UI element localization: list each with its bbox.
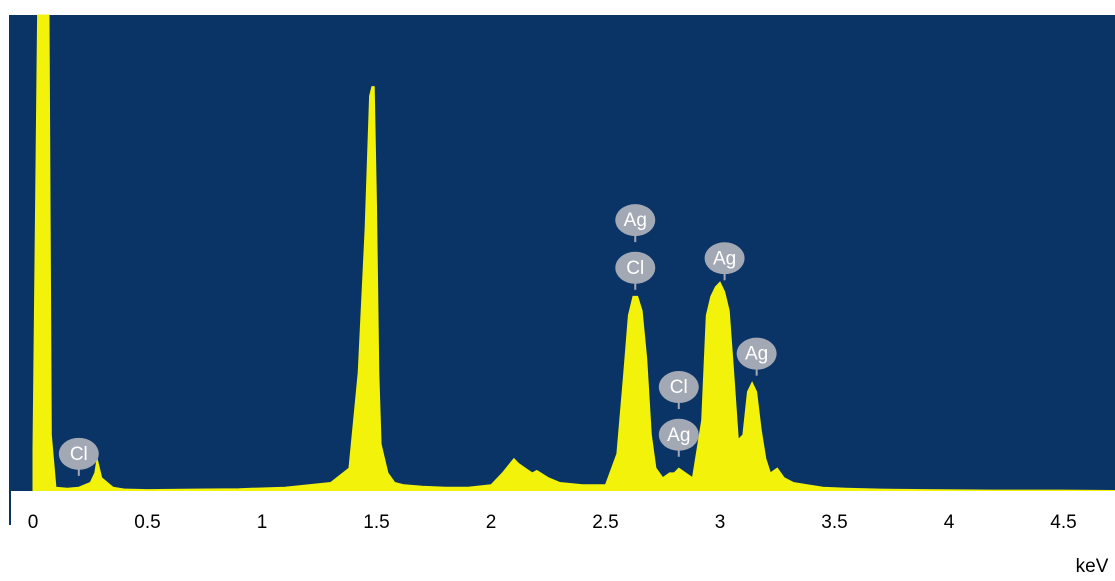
peak-label-cl: Cl [58,437,99,476]
x-tick-label: 1 [257,512,268,533]
plot-background [10,15,1115,492]
peak-label-ag: Ag [615,204,656,243]
spectrum-area [32,14,1115,493]
x-tick-label: 3 [715,512,726,533]
x-tick-label: 0.5 [134,512,160,533]
peak-label-cl: Cl [615,251,656,290]
peak-labels: Cl Ag Cl Cl Ag Ag Ag [58,204,777,476]
x-axis: 0 0.5 1 1.5 2 2.5 3 3.5 4 4.5 [9,15,1115,533]
peak-label-badge [658,371,699,404]
x-tick-label: 0 [28,512,39,533]
peak-label-ag: Ag [736,337,777,376]
peak-label-badge [658,418,699,451]
peak-label-badge [704,242,745,275]
peak-label-ag: Ag [704,242,745,281]
peak-label-text: Ag [713,248,736,269]
peak-label-badge [736,337,777,370]
peak-label-ag: Ag [658,418,699,457]
peak-label-badge [615,251,656,284]
peak-label-badge [58,437,99,470]
x-tick-label: 2 [486,512,497,533]
x-tick-label: 1.5 [363,512,389,533]
x-tick-label: 2.5 [592,512,618,533]
peak-label-badge [615,204,656,237]
peak-label-cl: Cl [658,371,699,410]
x-tick-label: 4 [944,512,955,533]
x-tick-label: 4.5 [1050,512,1076,533]
peak-label-text: Cl [670,377,688,398]
peak-label-text: Cl [626,258,644,279]
peak-label-text: Ag [624,210,647,231]
peak-label-text: Ag [667,425,690,446]
x-axis-unit-label: keV [1076,556,1109,577]
spectrum-layer [32,14,1115,493]
x-tick-label: 3.5 [821,512,847,533]
peak-label-text: Cl [70,444,88,465]
peak-label-text: Ag [745,344,768,365]
